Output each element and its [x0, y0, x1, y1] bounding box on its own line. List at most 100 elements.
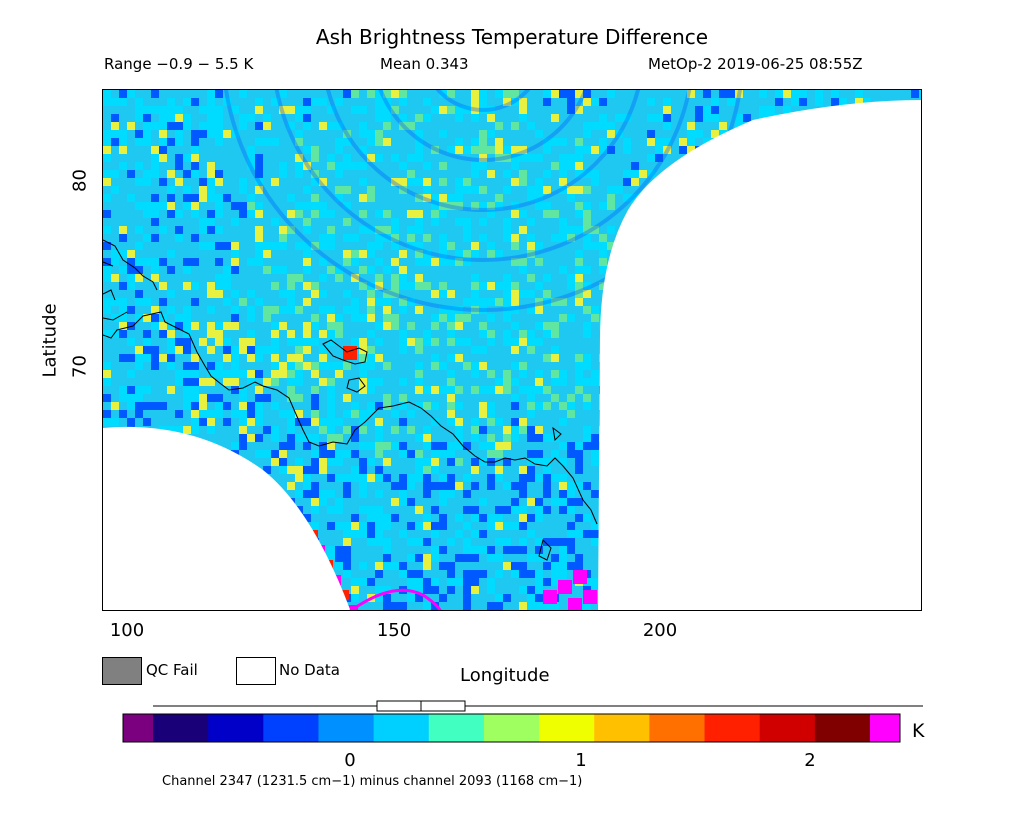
- swath-cell: [335, 90, 343, 98]
- swath-cell: [391, 298, 399, 306]
- swath-cell: [295, 442, 303, 450]
- swath-cell: [591, 210, 599, 218]
- swath-cell: [463, 314, 471, 322]
- swath-cell: [503, 458, 511, 466]
- swath-cell: [279, 122, 287, 130]
- swath-cell: [295, 210, 303, 218]
- swath-cell: [295, 378, 303, 386]
- swath-cell: [271, 410, 279, 418]
- swath-cell: [135, 234, 143, 242]
- swath-cell: [143, 338, 151, 346]
- swath-cell: [327, 266, 335, 274]
- swath-cell: [279, 394, 287, 402]
- swath-cell: [351, 170, 359, 178]
- swath-cell: [319, 298, 327, 306]
- swath-cell: [559, 106, 567, 114]
- swath-cell: [143, 282, 151, 290]
- swath-cell: [383, 458, 391, 466]
- swath-cell: [711, 98, 719, 106]
- swath-cell: [495, 402, 503, 410]
- swath-cell: [199, 338, 207, 346]
- swath-cell: [479, 138, 487, 146]
- swath-cell: [503, 338, 511, 346]
- swath-cell: [295, 146, 303, 154]
- swath-cell: [407, 202, 415, 210]
- swath-cell: [471, 378, 479, 386]
- swath-cell: [495, 330, 503, 338]
- swath-cell: [255, 378, 263, 386]
- swath-cell: [391, 130, 399, 138]
- swath-cell: [103, 242, 111, 250]
- swath-cell: [391, 154, 399, 162]
- swath-cell: [207, 346, 215, 354]
- swath-cell: [551, 194, 559, 202]
- swath-cell: [119, 386, 127, 394]
- swath-cell: [303, 426, 311, 434]
- swath-cell: [111, 194, 119, 202]
- swath-cell: [287, 330, 295, 338]
- swath-cell: [519, 346, 527, 354]
- swath-cell: [519, 402, 527, 410]
- swath-cell: [335, 330, 343, 338]
- swath-cell: [471, 282, 479, 290]
- swath-cell: [399, 442, 407, 450]
- swath-cell: [439, 354, 447, 362]
- swath-cell: [375, 282, 383, 290]
- swath-cell: [439, 466, 447, 474]
- swath-cell: [127, 346, 135, 354]
- swath-cell: [255, 330, 263, 338]
- swath-cell: [479, 330, 487, 338]
- swath-cell: [423, 338, 431, 346]
- swath-cell: [295, 178, 303, 186]
- swath-cell: [639, 138, 647, 146]
- swath-cell: [423, 258, 431, 266]
- swath-cell: [343, 434, 351, 442]
- swath-cell: [367, 250, 375, 258]
- swath-cell: [111, 178, 119, 186]
- swath-cell: [535, 138, 543, 146]
- swath-cell: [463, 154, 471, 162]
- swath-cell: [151, 242, 159, 250]
- swath-cell: [127, 90, 135, 98]
- swath-cell: [583, 410, 591, 418]
- swath-cell: [527, 434, 535, 442]
- swath-cell: [575, 394, 583, 402]
- swath-cell: [407, 458, 415, 466]
- swath-cell: [343, 378, 351, 386]
- swath-cell: [175, 370, 183, 378]
- swath-cell: [591, 266, 599, 274]
- swath-cell: [151, 386, 159, 394]
- swath-cell: [247, 266, 255, 274]
- swath-cell: [503, 218, 511, 226]
- swath-cell: [367, 378, 375, 386]
- swath-cell: [567, 178, 575, 186]
- swath-cell: [567, 282, 575, 290]
- swath-cell: [255, 450, 263, 458]
- swath-cell: [111, 154, 119, 162]
- swath-cell: [487, 442, 495, 450]
- swath-cell: [535, 130, 543, 138]
- swath-cell: [247, 290, 255, 298]
- swath-cell: [559, 114, 567, 122]
- swath-cell: [135, 282, 143, 290]
- swath-cell: [335, 370, 343, 378]
- swath-cell: [455, 338, 463, 346]
- swath-cell: [463, 242, 471, 250]
- swath-cell: [367, 330, 375, 338]
- swath-cell: [239, 394, 247, 402]
- swath-cell: [271, 418, 279, 426]
- swath-cell: [535, 418, 543, 426]
- swath-cell: [367, 306, 375, 314]
- swath-cell: [287, 346, 295, 354]
- swath-cell: [135, 370, 143, 378]
- swath-cell: [271, 274, 279, 282]
- swath-cell: [335, 450, 343, 458]
- swath-cell: [375, 434, 383, 442]
- swath-cell: [207, 130, 215, 138]
- swath-cell: [159, 218, 167, 226]
- swath-cell: [319, 418, 327, 426]
- swath-cell: [367, 210, 375, 218]
- swath-cell: [343, 322, 351, 330]
- swath-cell: [495, 426, 503, 434]
- swath-cell: [751, 106, 759, 114]
